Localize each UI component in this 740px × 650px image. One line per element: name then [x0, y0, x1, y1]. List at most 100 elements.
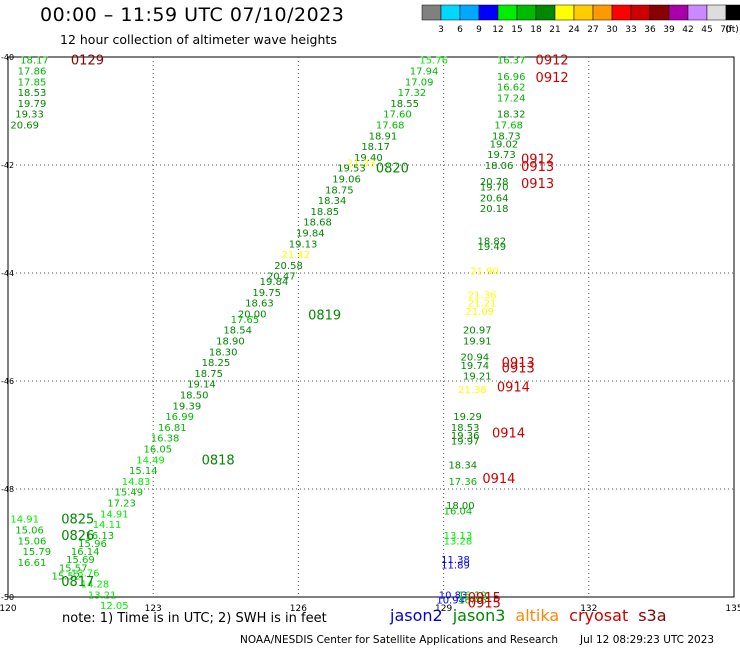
colorbar-swatch: [421, 4, 442, 21]
swh-value: 16.38: [151, 434, 180, 445]
swh-value: 21.90: [470, 266, 499, 277]
legend-jason2: jason2: [390, 606, 443, 625]
colorbar: 3 6 9 12 15 18 21 24 27 30 33 36 39 42 45 70(ft): [421, 4, 740, 35]
swh-value: 19.91: [463, 337, 492, 348]
x-tick-label: 132: [580, 604, 597, 614]
colorbar-tick-label: 18: [530, 25, 542, 35]
time-label: 0817: [61, 575, 94, 590]
swh-value: 13.13: [444, 531, 473, 542]
colorbar-swatch: [459, 4, 480, 21]
swh-value: 15.76: [419, 56, 448, 67]
swh-value: 19.79: [18, 99, 47, 110]
swh-value: 16.37: [497, 56, 526, 67]
swh-value: 14.49: [136, 455, 165, 466]
swh-value: 17.24: [497, 94, 526, 105]
swh-value: 12.05: [100, 601, 129, 612]
swh-value: 18.17: [361, 142, 390, 153]
swh-value: 18.00: [446, 501, 475, 512]
time-labels: 0129 091209120912091309130820081908180913…: [61, 54, 568, 612]
swh-value: 15.14: [129, 466, 158, 477]
swh-value: 19.13: [289, 239, 318, 250]
swh-value: 14.91: [10, 515, 39, 526]
swh-value: 17.32: [398, 88, 427, 99]
swh-value: 13.76: [71, 569, 100, 580]
swh-value: 20.58: [274, 261, 303, 272]
swh-value: 19.74: [461, 361, 490, 372]
plot-frame: [7, 56, 735, 598]
swh-value: 18.85: [311, 207, 340, 218]
time-label: 0818: [202, 453, 235, 468]
swh-value: 21.42: [281, 250, 310, 261]
swh-value: 14.28: [81, 580, 110, 591]
data-points: 18.1717.8617.8518.5319.7919.3320.6915.76…: [10, 56, 525, 612]
x-tick-label: 135: [725, 604, 740, 614]
swh-value: 21.38: [458, 385, 487, 396]
swh-value: 19.70: [480, 183, 509, 194]
colorbar-tick-label: 21: [549, 25, 560, 35]
swh-value: 18.53: [18, 88, 47, 99]
swh-value: 15.06: [18, 536, 47, 547]
time-label: 0129: [71, 54, 104, 69]
colorbar-tick-label: 70: [720, 25, 732, 35]
swh-value: 16.61: [18, 558, 47, 569]
time-label: 0820: [376, 162, 409, 177]
swh-value: 15.79: [23, 547, 52, 558]
swh-value: 18.50: [180, 391, 209, 402]
swh-value: 10.83: [439, 590, 468, 601]
swh-value: 16.19: [458, 590, 487, 601]
swh-value: 14.83: [122, 477, 151, 488]
swh-value: 18.32: [497, 110, 526, 121]
swh-value: 19.97: [451, 436, 480, 447]
footer-timestamp: Jul 12 08:29:23 UTC 2023: [580, 634, 715, 646]
time-label: 0913: [502, 362, 535, 377]
swh-value: 15.96: [78, 539, 107, 550]
swh-value: 19.02: [490, 139, 519, 150]
colorbar-swatch: [554, 4, 575, 21]
swh-value: 18.82: [477, 237, 506, 248]
chart-title: 00:00 – 11:59 UTC 07/10/2023: [40, 4, 345, 26]
swh-value: 14.91: [100, 509, 129, 520]
y-tick-label: -44: [1, 269, 14, 278]
legend-jason3: jason3: [452, 606, 506, 625]
swh-value: 17.36: [448, 477, 477, 488]
swh-value: 18.34: [448, 461, 477, 472]
swh-value: 15.57: [59, 563, 88, 574]
y-tick-label: -48: [1, 485, 14, 494]
swh-value: 16.04: [444, 507, 473, 518]
swh-value: 19.73: [487, 150, 516, 161]
swh-value: 18.63: [245, 299, 274, 310]
swh-value: 17.60: [383, 110, 412, 121]
colorbar-tick-label: 27: [587, 25, 598, 35]
colorbar-swatch: [573, 4, 594, 21]
x-tick-label: 120: [0, 604, 17, 614]
swh-value: 18.91: [369, 131, 398, 142]
swh-value: 21.21: [468, 299, 497, 310]
time-label: 0913: [502, 356, 535, 371]
swh-value: 11.38: [441, 555, 470, 566]
time-label: 0914: [492, 426, 525, 441]
swh-value: 16.96: [497, 72, 526, 83]
time-label: 0915: [468, 596, 501, 611]
time-label: 0914: [482, 472, 515, 487]
swh-value: 16.81: [158, 423, 187, 434]
swh-value: 21.09: [465, 307, 494, 318]
time-label: 0912: [521, 153, 554, 168]
colorbar-swatch: [478, 4, 499, 21]
colorbar-swatch: [516, 4, 537, 21]
swh-value: 20.78: [480, 177, 509, 188]
colorbar-tick-label: 24: [568, 25, 580, 35]
swh-value: 17.86: [18, 67, 47, 78]
swh-value: 18.25: [202, 358, 231, 369]
y-tick-label: -42: [1, 161, 14, 170]
swh-value: 21.33: [347, 158, 376, 169]
colorbar-tick-label: 15: [511, 25, 522, 35]
swh-value: 17.68: [494, 121, 523, 132]
swh-value: 21.36: [468, 291, 497, 302]
swh-value: 18.53: [451, 423, 480, 434]
swh-value: 19.33: [15, 110, 44, 121]
colorbar-tick-label: 33: [625, 25, 636, 35]
legend-cryosat: cryosat: [569, 606, 629, 625]
colorbar-swatch: [497, 4, 518, 21]
colorbar-swatch: [649, 4, 670, 21]
swh-value: 19.84: [296, 229, 325, 240]
